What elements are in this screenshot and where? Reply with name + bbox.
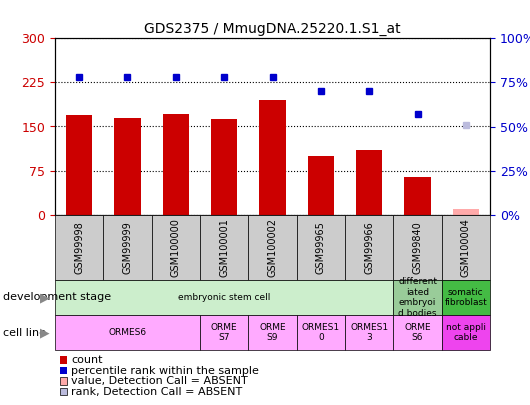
- Text: percentile rank within the sample: percentile rank within the sample: [71, 366, 259, 375]
- Text: rank, Detection Call = ABSENT: rank, Detection Call = ABSENT: [71, 387, 242, 396]
- Text: development stage: development stage: [3, 292, 111, 303]
- Bar: [404, 177, 431, 215]
- Text: somatic
fibroblast: somatic fibroblast: [445, 288, 487, 307]
- Text: GSM99840: GSM99840: [412, 221, 422, 274]
- Text: GSM100002: GSM100002: [268, 218, 278, 277]
- Text: cell line: cell line: [3, 328, 46, 337]
- Text: different
iated
embryoi
d bodies: different iated embryoi d bodies: [398, 277, 437, 318]
- Text: embryonic stem cell: embryonic stem cell: [178, 293, 270, 302]
- Bar: [307, 156, 334, 215]
- Bar: [356, 150, 383, 215]
- Text: ORMES1
0: ORMES1 0: [302, 323, 340, 342]
- Text: GSM100001: GSM100001: [219, 218, 229, 277]
- Bar: [259, 100, 286, 215]
- Text: GSM99999: GSM99999: [122, 221, 132, 274]
- Text: ORME
S7: ORME S7: [211, 323, 237, 342]
- Text: ORME
S6: ORME S6: [404, 323, 431, 342]
- Title: GDS2375 / MmugDNA.25220.1.S1_at: GDS2375 / MmugDNA.25220.1.S1_at: [144, 21, 401, 36]
- Bar: [163, 113, 189, 215]
- Bar: [114, 117, 141, 215]
- Text: ▶: ▶: [40, 326, 50, 339]
- Text: ORMES1
3: ORMES1 3: [350, 323, 388, 342]
- Text: GSM99998: GSM99998: [74, 221, 84, 274]
- Bar: [66, 115, 92, 215]
- Text: ORME
S9: ORME S9: [259, 323, 286, 342]
- Text: GSM100004: GSM100004: [461, 218, 471, 277]
- Bar: [453, 209, 479, 215]
- Text: not appli
cable: not appli cable: [446, 323, 486, 342]
- Text: GSM99966: GSM99966: [364, 221, 374, 274]
- Text: GSM100000: GSM100000: [171, 218, 181, 277]
- Text: count: count: [71, 355, 102, 365]
- Bar: [211, 119, 237, 215]
- Text: GSM99965: GSM99965: [316, 221, 326, 274]
- Text: ORMES6: ORMES6: [109, 328, 147, 337]
- Text: ▶: ▶: [40, 291, 50, 304]
- Text: value, Detection Call = ABSENT: value, Detection Call = ABSENT: [71, 376, 248, 386]
